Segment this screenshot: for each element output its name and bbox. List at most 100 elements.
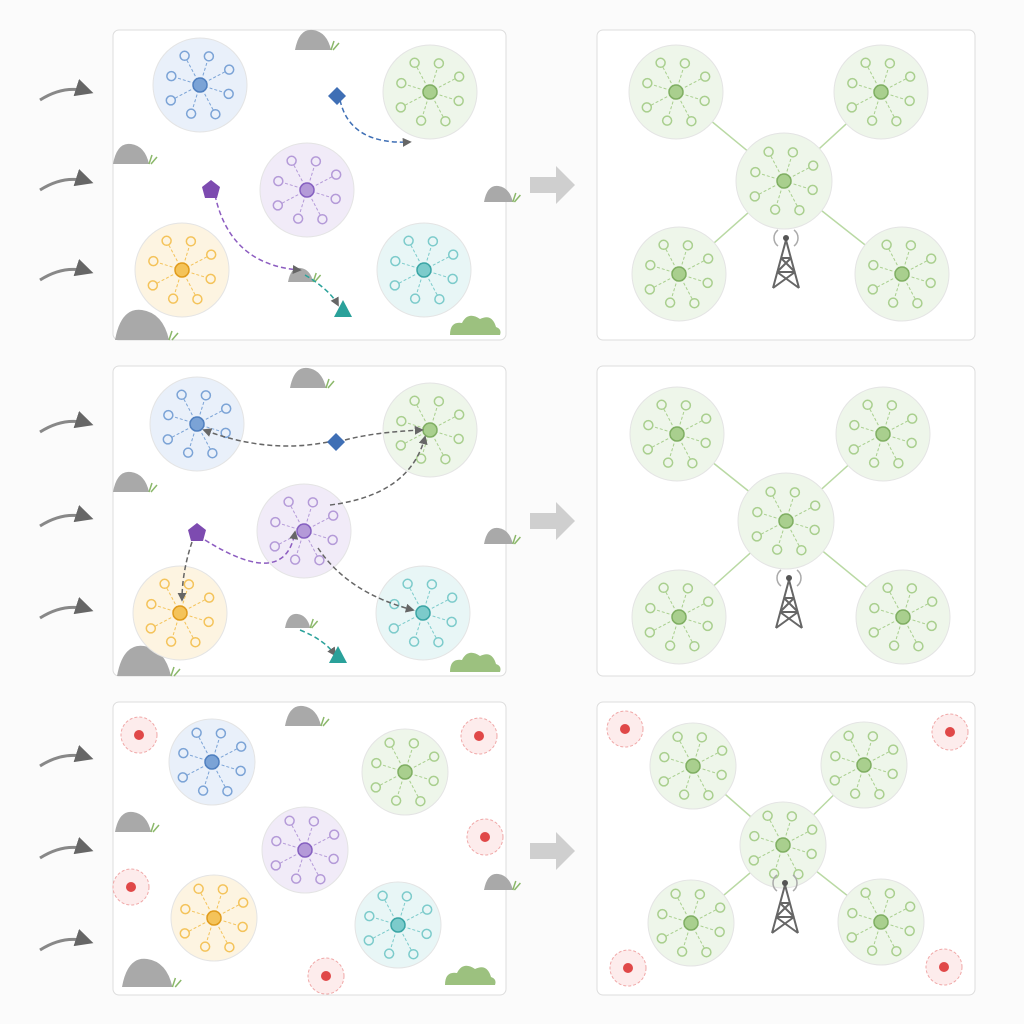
sensor-node (702, 277, 713, 289)
sensor-node (846, 932, 858, 943)
sensor-node (167, 293, 179, 304)
sensor-node (433, 636, 444, 648)
sensor-node (402, 578, 413, 590)
sensor-node (913, 640, 924, 652)
cluster-head (416, 262, 432, 278)
mobile-node (202, 180, 220, 198)
interference-source (480, 832, 490, 842)
sensor-node (409, 395, 420, 407)
sensor-node (428, 751, 440, 762)
sensor-node (868, 259, 879, 271)
sensor-node (793, 868, 804, 880)
sensor-node (179, 50, 190, 62)
interference-source (939, 962, 949, 972)
sensor-node (661, 115, 673, 126)
sensor-node (165, 636, 177, 647)
sensor-node (330, 193, 341, 205)
sensor-node (672, 731, 683, 743)
sensor-node (190, 636, 201, 648)
input-arrow (39, 837, 94, 860)
rock (285, 613, 311, 628)
sensor-node (888, 640, 900, 651)
sensor-node (662, 457, 674, 468)
sensor-node (762, 810, 773, 822)
sensor-node (702, 620, 713, 632)
stage-arrow (530, 166, 575, 204)
sensor-node (748, 855, 760, 866)
sensor-node (716, 769, 727, 781)
cluster-head (873, 84, 889, 100)
signal (773, 229, 799, 247)
grass (148, 482, 158, 493)
cluster-head (669, 426, 685, 442)
sensor-node (846, 102, 858, 113)
sensor-node (383, 948, 395, 959)
sensor-node (390, 255, 401, 267)
cluster-head (422, 84, 438, 100)
cluster-head (778, 513, 794, 529)
mobile-node (327, 433, 345, 451)
sensor-node (185, 236, 197, 247)
sensor-node (682, 240, 694, 251)
sensor-node (749, 191, 761, 202)
sensor-node (453, 71, 465, 82)
sensor-node (752, 506, 763, 518)
sensor-node (696, 732, 708, 743)
sensor-node (269, 541, 281, 552)
cluster-head (174, 262, 190, 278)
sensor-node (310, 156, 322, 167)
sensor-node (377, 890, 388, 902)
sensor-node (925, 253, 937, 264)
interference-source (623, 963, 633, 973)
sensor-node (453, 95, 464, 107)
sensor-node (428, 775, 439, 787)
sensor-node (176, 389, 187, 401)
sensor-node (926, 596, 938, 607)
sensor-node (750, 166, 761, 178)
sensor-node (370, 782, 382, 793)
sensor-node (434, 293, 445, 305)
sensor-node (178, 747, 189, 759)
sensor-node (224, 941, 235, 953)
sensor-node (440, 115, 451, 127)
sensor-node (891, 945, 902, 957)
sensor-node (644, 284, 656, 295)
sensor-node (145, 623, 157, 634)
mobile-node (188, 523, 206, 541)
sensor-node (292, 213, 304, 224)
interference-source (945, 727, 955, 737)
sensor-node (286, 155, 297, 167)
sensor-node (702, 253, 714, 264)
sensor-node (868, 627, 880, 638)
grass (512, 880, 521, 891)
input-arrow (39, 259, 94, 282)
sensor-node (789, 487, 801, 498)
sensor-node (645, 602, 656, 614)
sensor-node (185, 108, 197, 119)
sensor-node (680, 400, 692, 411)
sensor-node (787, 147, 799, 158)
stage-arrow (530, 502, 575, 540)
sensor-node (433, 396, 445, 407)
sensor-node (237, 921, 248, 933)
sensor-node (183, 579, 195, 590)
sensor-node (289, 554, 301, 565)
grass (150, 822, 160, 833)
sensor-node (446, 616, 457, 628)
sensor-node (447, 249, 459, 260)
cluster-head (299, 182, 315, 198)
sensor-node (401, 891, 413, 902)
route (214, 194, 302, 274)
sensor-node (390, 795, 402, 806)
bush (445, 965, 496, 985)
sensor-node (371, 757, 382, 769)
sensor-node (408, 948, 419, 960)
rock (113, 143, 149, 164)
sensor-node (809, 524, 820, 536)
sensor-node (644, 627, 656, 638)
input-arrow (39, 745, 94, 768)
cluster-head (873, 914, 889, 930)
sensor-node (235, 741, 247, 752)
